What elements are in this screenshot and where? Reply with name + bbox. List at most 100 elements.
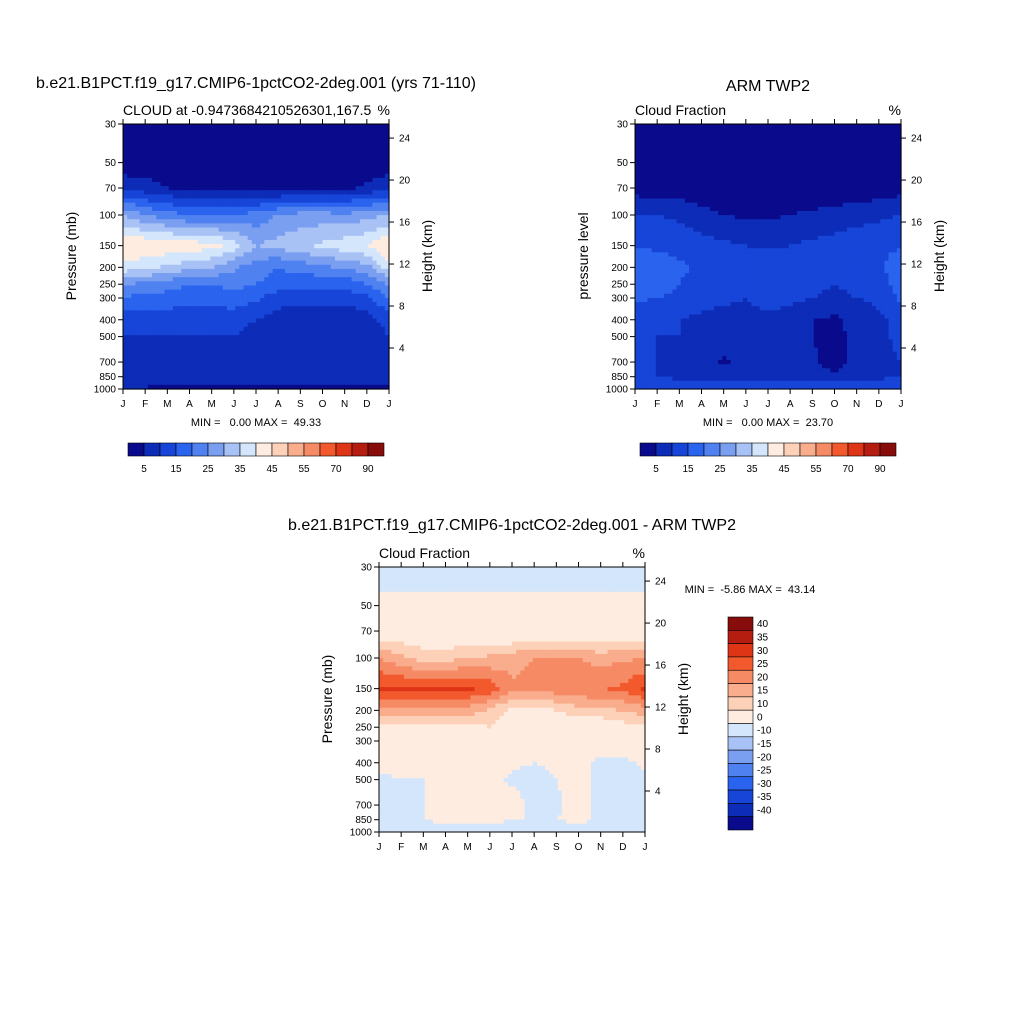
- panel-obs-field: [635, 124, 902, 390]
- field-cell: [331, 136, 336, 141]
- field-cell: [314, 207, 319, 212]
- field-cell: [822, 149, 827, 154]
- field-cell: [368, 290, 373, 295]
- field-cell: [281, 364, 286, 369]
- field-cell: [264, 372, 269, 377]
- field-cell: [235, 157, 240, 162]
- field-cell: [123, 165, 128, 170]
- y-tick-label: 70: [105, 184, 117, 195]
- field-cell: [223, 314, 228, 319]
- field-cell: [181, 314, 186, 319]
- field-cell: [360, 302, 365, 307]
- field-cell: [252, 314, 257, 319]
- field-cell: [743, 132, 748, 137]
- field-cell: [202, 153, 207, 158]
- field-cell: [223, 257, 228, 262]
- field-cell: [223, 323, 228, 328]
- field-cell: [273, 190, 278, 195]
- field-cell: [214, 356, 219, 361]
- field-cell: [298, 269, 303, 274]
- field-cell: [223, 232, 228, 237]
- field-cell: [264, 128, 269, 133]
- field-cell: [160, 170, 165, 175]
- field-cell: [206, 182, 211, 187]
- field-cell: [364, 141, 369, 146]
- field-cell: [331, 232, 336, 237]
- field-cell: [339, 273, 344, 278]
- field-cell: [343, 170, 348, 175]
- field-cell: [285, 219, 290, 224]
- field-cell: [302, 132, 307, 137]
- field-cell: [160, 207, 165, 212]
- field-cell: [743, 170, 748, 175]
- field-cell: [185, 335, 190, 340]
- field-cell: [131, 141, 136, 146]
- field-cell: [726, 132, 731, 137]
- field-cell: [810, 153, 815, 158]
- field-cell: [135, 314, 140, 319]
- field-cell: [227, 141, 232, 146]
- field-cell: [185, 273, 190, 278]
- field-cell: [223, 252, 228, 257]
- field-cell: [327, 157, 332, 162]
- field-cell: [260, 186, 265, 191]
- field-cell: [343, 211, 348, 216]
- field-cell: [252, 252, 257, 257]
- field-cell: [347, 161, 352, 166]
- field-cell: [277, 132, 282, 137]
- field-cell: [789, 165, 794, 170]
- field-cell: [198, 306, 203, 311]
- field-cell: [227, 215, 232, 220]
- field-cell: [652, 124, 657, 129]
- field-cell: [206, 314, 211, 319]
- field-cell: [231, 306, 236, 311]
- field-cell: [323, 190, 328, 195]
- field-cell: [152, 145, 157, 150]
- field-cell: [298, 277, 303, 282]
- field-cell: [223, 186, 228, 191]
- field-cell: [227, 360, 232, 365]
- field-cell: [252, 124, 257, 129]
- field-cell: [135, 319, 140, 324]
- field-cell: [268, 244, 273, 249]
- field-cell: [227, 265, 232, 270]
- field-cell: [156, 302, 161, 307]
- field-cell: [277, 265, 282, 270]
- field-cell: [273, 174, 278, 179]
- field-cell: [140, 348, 145, 353]
- field-cell: [244, 182, 249, 187]
- field-cell: [198, 194, 203, 199]
- colorbar-box: [240, 443, 256, 456]
- field-cell: [356, 174, 361, 179]
- field-cell: [123, 335, 128, 340]
- field-cell: [751, 157, 756, 162]
- field-cell: [293, 381, 298, 386]
- field-cell: [318, 352, 323, 357]
- field-cell: [239, 364, 244, 369]
- field-cell: [131, 161, 136, 166]
- field-cell: [347, 190, 352, 195]
- field-cell: [360, 174, 365, 179]
- field-cell: [335, 335, 340, 340]
- field-cell: [127, 178, 132, 183]
- field-cell: [185, 298, 190, 303]
- field-cell: [210, 178, 215, 183]
- field-cell: [144, 232, 149, 237]
- field-cell: [194, 306, 199, 311]
- field-cell: [768, 149, 773, 154]
- field-cell: [327, 149, 332, 154]
- field-cell: [793, 161, 798, 166]
- field-cell: [177, 186, 182, 191]
- field-cell: [190, 372, 195, 377]
- field-cell: [202, 248, 207, 253]
- field-cell: [331, 372, 336, 377]
- field-cell: [310, 310, 315, 315]
- field-cell: [210, 207, 215, 212]
- field-cell: [277, 182, 282, 187]
- field-cell: [347, 132, 352, 137]
- field-cell: [239, 161, 244, 166]
- field-cell: [323, 199, 328, 204]
- field-cell: [310, 228, 315, 233]
- field-cell: [826, 165, 831, 170]
- field-cell: [356, 157, 361, 162]
